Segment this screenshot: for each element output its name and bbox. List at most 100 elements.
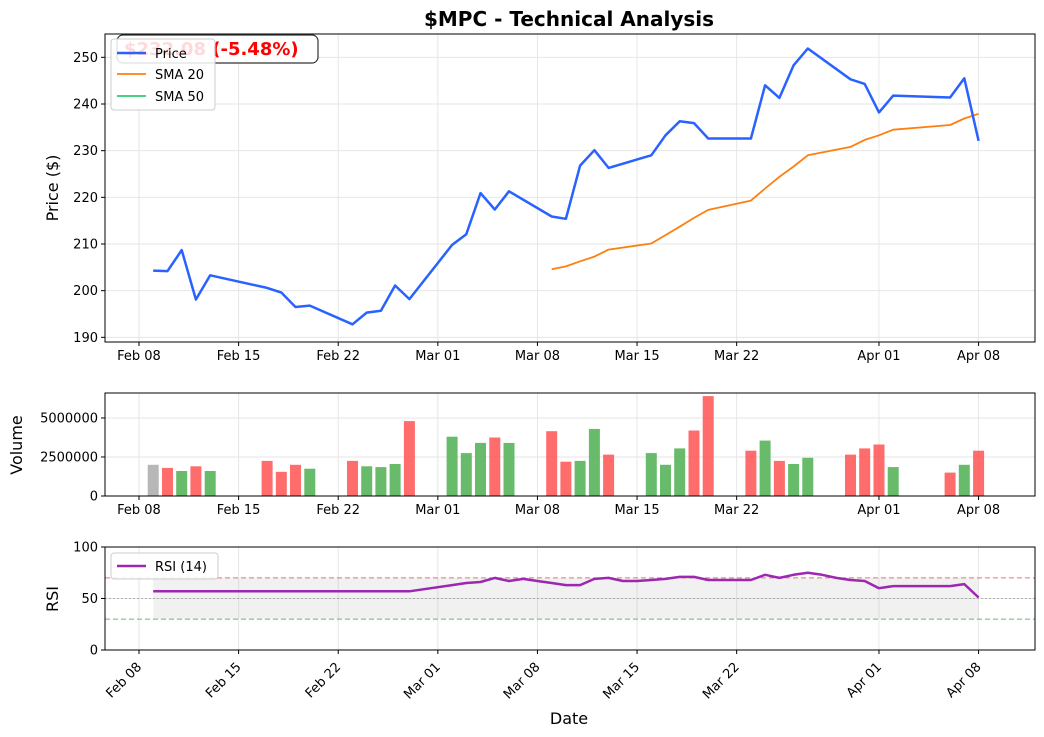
y-tick-label: 2500000 (40, 450, 98, 465)
legend-label-rsi: RSI (14) (155, 560, 207, 575)
x-tick-label: Mar 22 (700, 660, 743, 703)
x-tick-label: Mar 01 (415, 349, 460, 364)
volume-bar (788, 464, 800, 496)
volume-bar (261, 460, 273, 496)
price-lines (153, 47, 980, 326)
rsi-lines (105, 571, 1035, 620)
volume-panel: Feb 08 Feb 15 Feb 22 Mar 01 Mar 08 Mar 15 Mar … (7, 392, 1036, 518)
y-tick-label: 250 (73, 51, 98, 66)
x-tick-label: Apr 01 (857, 349, 900, 364)
price-ylabel: Price ($) (43, 155, 62, 222)
x-tick-label: Mar 08 (515, 349, 560, 364)
price-ticks: Feb 08 Feb 15 Feb 22 Mar 01 Mar 08 Mar 15 Mar … (73, 51, 1000, 364)
x-tick-label: Mar 15 (600, 660, 643, 703)
volume-bar (603, 454, 615, 496)
volume-bar (688, 430, 700, 496)
x-axis-label: Date (550, 709, 588, 728)
rsi-line (153, 571, 980, 599)
volume-bar (347, 460, 358, 496)
price-panel: Feb 08 Feb 15 Feb 22 Mar 01 Mar 08 Mar 15 Mar … (43, 33, 1036, 364)
x-tick-label: Feb 15 (217, 503, 261, 518)
x-tick-label: Feb 08 (103, 660, 145, 702)
x-tick-label: Feb 08 (117, 503, 161, 518)
volume-ticks: Feb 08 Feb 15 Feb 22 Mar 01 Mar 08 Mar 15 Mar … (40, 411, 1000, 518)
rsi-panel: Feb 08 Feb 15 Feb 22 Mar 01 Mar 08 Mar 15 Mar … (43, 541, 1036, 703)
volume-axes-frame (104, 392, 1036, 497)
y-tick-label: 230 (73, 144, 98, 159)
volume-bar (887, 467, 899, 496)
volume-bar (873, 444, 885, 496)
x-tick-label: Apr 08 (943, 660, 984, 701)
volume-bar (660, 464, 671, 496)
x-tick-label: Mar 15 (614, 503, 659, 518)
volume-bar (304, 468, 316, 496)
y-tick-label: 100 (73, 541, 98, 556)
price-legend-box (110, 38, 216, 111)
price-axes-frame (104, 33, 1036, 343)
volume-bar (645, 453, 657, 496)
volume-bar (446, 436, 458, 496)
volume-bar (546, 431, 558, 496)
volume-bar (489, 437, 501, 496)
x-tick-label: Mar 15 (614, 349, 659, 364)
x-tick-label: Feb 08 (117, 349, 161, 364)
volume-bar (574, 460, 586, 496)
volume-bar (361, 466, 373, 496)
x-tick-label: Mar 01 (401, 660, 444, 703)
volume-bar (958, 464, 970, 496)
volume-bar (403, 421, 415, 496)
volume-bar (674, 448, 686, 496)
x-tick-label: Apr 08 (957, 503, 1000, 518)
y-tick-label: 190 (73, 331, 98, 346)
volume-ylabel: Volume (7, 415, 26, 475)
volume-bar (773, 460, 785, 496)
volume-bar (147, 464, 159, 496)
y-tick-label: 50 (81, 592, 98, 607)
x-tick-label: Mar 08 (501, 660, 544, 703)
x-tick-label: Mar 22 (714, 503, 759, 518)
volume-bar (944, 472, 956, 496)
x-tick-label: Feb 22 (316, 349, 360, 364)
volume-bar (475, 442, 486, 496)
volume-bar (845, 454, 856, 496)
x-tick-label: Feb 15 (203, 660, 245, 702)
volume-bar (859, 448, 871, 496)
y-tick-label: 210 (73, 238, 98, 253)
sma20-line (551, 112, 979, 271)
x-tick-label: Feb 22 (303, 660, 345, 702)
volume-bar (162, 467, 173, 496)
volume-bar (190, 466, 202, 496)
x-tick-label: Feb 15 (217, 349, 261, 364)
y-tick-label: 0 (90, 644, 98, 659)
x-tick-label: Mar 08 (515, 503, 560, 518)
legend-label-sma20: SMA 20 (155, 68, 204, 83)
rsi-legend-box (110, 552, 219, 580)
price-legend: Price SMA 20 SMA 50 (110, 38, 216, 111)
y-tick-label: 5000000 (40, 411, 98, 426)
x-tick-label: Apr 01 (857, 503, 900, 518)
volume-bar (204, 471, 216, 496)
price-grid (105, 34, 1035, 342)
volume-bar (275, 471, 287, 496)
chart-title: $MPC - Technical Analysis (424, 7, 714, 31)
volume-bar (290, 464, 301, 496)
volume-bars (147, 396, 985, 496)
y-tick-label: 240 (73, 98, 98, 113)
volume-bar (973, 450, 985, 496)
volume-bar (802, 457, 814, 496)
volume-bar (460, 453, 472, 496)
volume-bar (560, 461, 572, 496)
legend-label-sma50: SMA 50 (155, 90, 204, 105)
y-tick-label: 200 (73, 284, 98, 299)
volume-bar (588, 428, 600, 496)
legend-label-price: Price (155, 47, 187, 62)
x-tick-label: Mar 22 (714, 349, 759, 364)
price-line (153, 47, 980, 326)
x-tick-label: Apr 01 (844, 660, 885, 701)
volume-bar (503, 442, 515, 496)
volume-bar (389, 464, 401, 496)
volume-bar (375, 467, 387, 496)
volume-bar (745, 450, 757, 496)
y-tick-label: 220 (73, 191, 98, 206)
